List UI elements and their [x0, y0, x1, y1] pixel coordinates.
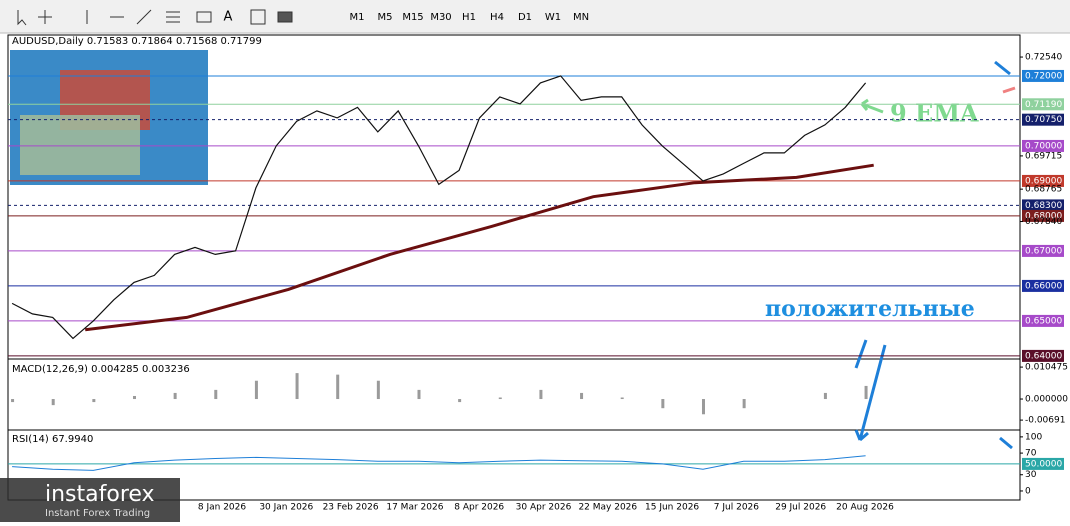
macd-bar — [92, 399, 96, 403]
price-tick-label: 0.68765 — [1025, 185, 1062, 195]
level-box — [1022, 349, 1064, 362]
rsi-tick-label: 30 — [1025, 470, 1037, 480]
timeframe-button[interactable]: M5 — [378, 12, 393, 23]
macd-bar — [254, 380, 258, 400]
price-tick-label: 0.72000 — [1025, 71, 1062, 81]
positive-annotation: положительные — [765, 296, 975, 322]
macd-bar — [498, 397, 502, 400]
date-label: 23 Feb 2026 — [323, 503, 379, 513]
price-tick-label: 0.71190 — [1025, 100, 1062, 110]
macd-tick-label: -0.00691 — [1025, 416, 1065, 426]
macd-bar — [458, 399, 462, 403]
drawing-tools — [17, 9, 293, 26]
macd-bar — [823, 392, 827, 400]
timeframe-button[interactable]: MN — [573, 12, 589, 23]
date-label: 7 Jul 2026 — [714, 503, 759, 513]
logo-tagline: Instant Forex Trading — [45, 508, 150, 519]
macd-bar — [580, 392, 584, 400]
macd-bar — [132, 395, 136, 400]
level-box — [1022, 98, 1064, 111]
macd-bar — [864, 385, 868, 400]
price-tick-label: 0.67840 — [1025, 217, 1062, 227]
price-tick-label: 0.70750 — [1025, 115, 1062, 125]
macd-tick-label: 0.000000 — [1025, 395, 1068, 405]
price-tick-label: 0.66000 — [1025, 281, 1062, 291]
chart-frame — [7, 34, 1021, 501]
macd-bar — [701, 399, 705, 415]
date-label: 30 Jan 2026 — [259, 503, 313, 513]
macd-bar — [742, 399, 746, 409]
rsi-tick-label: 0 — [1025, 486, 1031, 496]
date-label: 15 Jun 2026 — [645, 503, 699, 513]
timeframe-button[interactable]: H1 — [462, 12, 476, 23]
price-tick-label: 0.64000 — [1025, 351, 1062, 361]
macd-bar — [336, 374, 340, 400]
arrows — [854, 60, 1016, 450]
price-tick-label: 0.68300 — [1025, 201, 1062, 211]
price-tick-label: 0.72540 — [1025, 53, 1062, 63]
date-label: 20 Aug 2026 — [836, 503, 894, 513]
macd-bar — [661, 399, 665, 409]
level-box — [1022, 244, 1064, 257]
timeframe-button[interactable]: H4 — [490, 12, 504, 23]
date-label: 8 Apr 2026 — [454, 503, 504, 513]
price-tick-label: 0.68000 — [1025, 211, 1062, 221]
logo-box — [0, 478, 180, 522]
chart-header: AUDUSD,Daily 0.71583 0.71864 0.71568 0.7… — [12, 36, 262, 47]
macd-tick-label: 0.010475 — [1025, 363, 1068, 373]
price-tick-label: 0.69000 — [1025, 176, 1062, 186]
date-label: 22 May 2026 — [578, 503, 637, 513]
macd-bar — [173, 392, 177, 400]
level-box — [1022, 113, 1064, 126]
macd-label: MACD(12,26,9) 0.004285 0.003236 — [12, 364, 190, 375]
macd-bar — [51, 399, 55, 406]
level-box — [1022, 69, 1064, 82]
price-tick-label: 0.65000 — [1025, 316, 1062, 326]
price-tick-label: 0.67000 — [1025, 246, 1062, 256]
macd-bar — [214, 389, 218, 400]
logo-name: instaforex — [45, 482, 155, 507]
timeframe-button[interactable]: W1 — [545, 12, 561, 23]
level-box — [1022, 199, 1064, 212]
rsi-label: RSI(14) 67.9940 — [12, 434, 93, 445]
price-tick-label: 0.70000 — [1025, 141, 1062, 151]
rsi-tick-label: 50.0000 — [1025, 459, 1062, 469]
timeframe-button[interactable]: M1 — [350, 12, 365, 23]
date-label: 30 Apr 2026 — [516, 503, 572, 513]
date-label: 8 Jan 2026 — [198, 503, 246, 513]
timeframe-button[interactable]: M30 — [430, 12, 451, 23]
timeframe-button[interactable]: D1 — [518, 12, 532, 23]
level-box — [1022, 139, 1064, 152]
macd-bar — [376, 380, 380, 400]
macd-bar — [11, 399, 15, 403]
text-tool[interactable]: A — [224, 10, 233, 25]
date-label: 29 Jul 2026 — [775, 503, 826, 513]
timeframe-button[interactable]: M15 — [402, 12, 423, 23]
ema-annotation: 9 EMA — [890, 99, 979, 128]
close-line — [11, 75, 867, 340]
ma200-line — [85, 163, 874, 332]
level-box — [1022, 174, 1064, 187]
macd-bar — [295, 373, 299, 400]
rsi-tick-label: 70 — [1025, 449, 1037, 459]
price-tick-label: 0.69715 — [1025, 151, 1062, 161]
macd-bar — [620, 397, 624, 400]
level-box — [1022, 209, 1064, 222]
date-label: 17 Mar 2026 — [386, 503, 443, 513]
rsi-tick-label: 100 — [1025, 432, 1042, 442]
level-box — [1022, 279, 1064, 292]
macd-bar — [539, 389, 543, 400]
rsi-box — [1022, 457, 1064, 470]
macd-bar — [417, 389, 421, 400]
toolbar — [0, 0, 1070, 33]
rsi-line — [12, 455, 866, 471]
photo-note — [20, 115, 140, 175]
level-box — [1022, 314, 1064, 327]
